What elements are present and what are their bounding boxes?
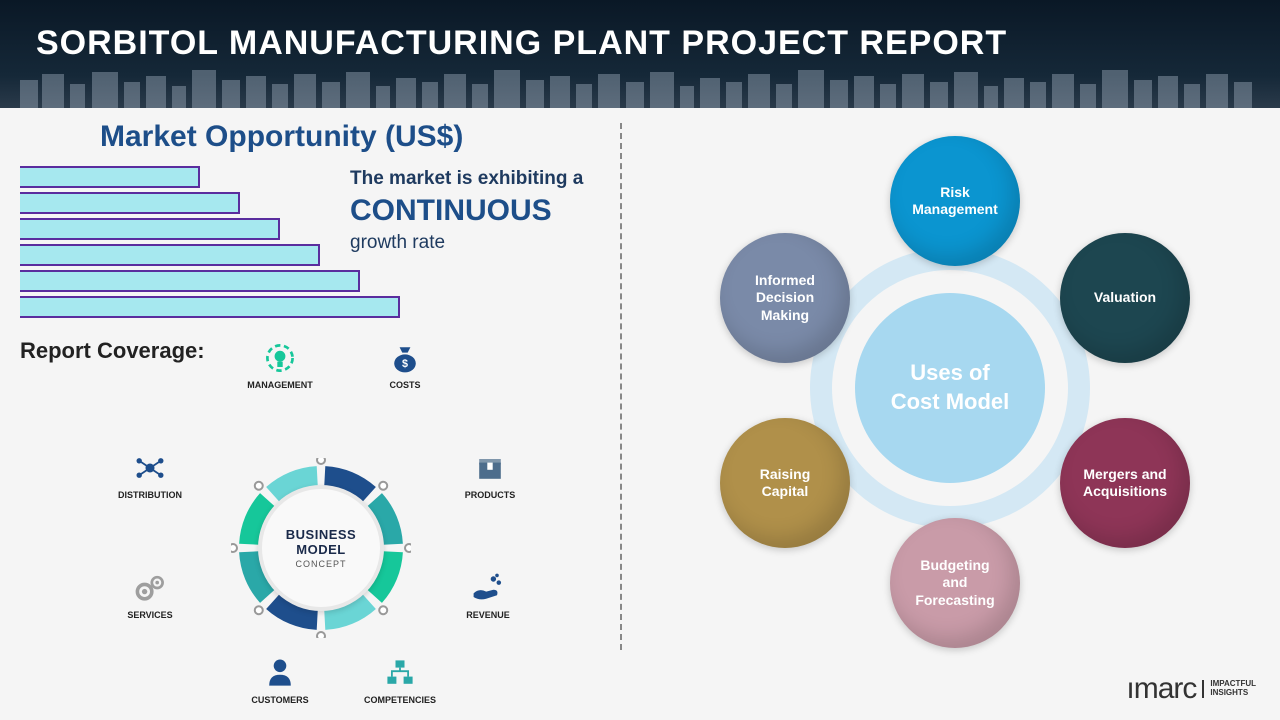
bm-item-competencies: COMPETENCIES	[360, 655, 440, 705]
cost-model-node: RiskManagement	[890, 136, 1020, 266]
growth-line3: growth rate	[350, 232, 620, 254]
market-opportunity-title: Market Opportunity (US$)	[100, 120, 463, 154]
growth-line2: CONTINUOUS	[350, 194, 620, 228]
moneybag-icon: $	[387, 340, 423, 376]
market-bar	[20, 296, 400, 318]
vertical-divider	[620, 123, 622, 650]
content-area: Market Opportunity (US$) The market is e…	[0, 108, 1280, 720]
bm-item-revenue: REVENUE	[448, 570, 528, 620]
growth-line1: The market is exhibiting a	[350, 168, 620, 190]
cost-model-center: Uses ofCost Model	[855, 293, 1045, 483]
person-icon	[262, 655, 298, 691]
market-bar	[20, 244, 320, 266]
bm-center-line2: MODEL	[296, 542, 345, 557]
skyline-graphic	[0, 70, 1280, 108]
box-icon	[472, 450, 508, 486]
bm-item-distribution: DISTRIBUTION	[110, 450, 190, 500]
cost-model-node: RaisingCapital	[720, 418, 850, 548]
bm-item-services: SERVICES	[110, 570, 190, 620]
header-banner: SORBITOL MANUFACTURING PLANT PROJECT REP…	[0, 0, 1280, 108]
bm-item-label: REVENUE	[466, 610, 510, 620]
growth-text-block: The market is exhibiting a CONTINUOUS gr…	[350, 168, 620, 254]
bulb-icon	[262, 340, 298, 376]
network-icon	[132, 450, 168, 486]
bm-item-management: MANAGEMENT	[240, 340, 320, 390]
svg-text:$: $	[402, 358, 408, 370]
cost-model-node: Mergers andAcquisitions	[1060, 418, 1190, 548]
logo-tagline: IMPACTFULINSIGHTS	[1202, 680, 1256, 698]
cost-model-node: BudgetingandForecasting	[890, 518, 1020, 648]
business-model-diagram: BUSINESS MODEL CONCEPT MANAGEMENT $ COSTS P…	[100, 330, 530, 700]
bm-item-customers: CUSTOMERS	[240, 655, 320, 705]
org-icon	[382, 655, 418, 691]
cost-model-node: Valuation	[1060, 233, 1190, 363]
market-bar	[20, 218, 280, 240]
market-bar-chart	[20, 166, 400, 322]
bm-item-products: PRODUCTS	[450, 450, 530, 500]
gears-icon	[132, 570, 168, 606]
business-model-center: BUSINESS MODEL CONCEPT	[258, 485, 384, 611]
cost-model-diagram: Uses ofCost Model RiskManagement Valuatio…	[650, 118, 1270, 688]
bm-item-label: MANAGEMENT	[247, 380, 313, 390]
bm-center-line1: BUSINESS	[286, 527, 356, 542]
bm-item-label: COSTS	[389, 380, 420, 390]
bm-item-label: CUSTOMERS	[251, 695, 308, 705]
hand-icon	[470, 570, 506, 606]
bm-item-label: COMPETENCIES	[364, 695, 436, 705]
bm-item-costs: $ COSTS	[365, 340, 445, 390]
market-bar	[20, 166, 200, 188]
bm-item-label: PRODUCTS	[465, 490, 516, 500]
bm-item-label: DISTRIBUTION	[118, 490, 182, 500]
bm-item-label: SERVICES	[127, 610, 172, 620]
market-bar	[20, 192, 240, 214]
page-title: SORBITOL MANUFACTURING PLANT PROJECT REP…	[36, 24, 1007, 63]
market-bar	[20, 270, 360, 292]
brand-logo: ımarc IMPACTFULINSIGHTS	[1126, 672, 1256, 706]
logo-text: ımarc	[1126, 672, 1196, 706]
cost-model-node: InformedDecisionMaking	[720, 233, 850, 363]
bm-center-line3: CONCEPT	[295, 559, 346, 569]
